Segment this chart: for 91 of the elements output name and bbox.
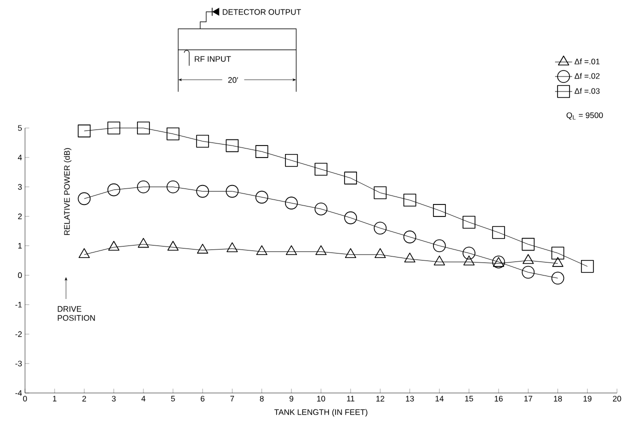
y-tick-label: 1 (18, 243, 22, 249)
point (403, 230, 416, 244)
point (315, 245, 327, 256)
point (314, 162, 328, 176)
text: DETECTOR OUTPUT (222, 9, 301, 15)
x-tick-label: 19 (584, 396, 592, 402)
point (196, 184, 210, 198)
point (107, 183, 120, 196)
point (492, 226, 505, 239)
point (137, 122, 150, 134)
x-tick-label: 17 (524, 396, 532, 402)
text: RF INPUT (194, 56, 231, 62)
point (166, 180, 180, 194)
x-tick-label: 6 (200, 396, 204, 402)
annotation: DRIVE POSITION (58, 306, 95, 321)
x-tick-label: 16 (494, 396, 503, 402)
point (226, 184, 239, 198)
y-tick-label: 0 (18, 272, 22, 278)
point (226, 139, 239, 152)
point (196, 134, 210, 148)
point (167, 240, 179, 251)
point (552, 257, 564, 267)
point (551, 246, 564, 260)
y-tick-label: 4 (18, 154, 22, 160)
point (226, 242, 238, 252)
point (522, 254, 534, 264)
x-tick-label: 18 (554, 396, 562, 402)
point (314, 202, 328, 216)
x-tick-label: 9 (290, 396, 294, 402)
x-axis-title: TANK LENGTH (IN FEET) (274, 409, 368, 417)
point (286, 245, 297, 256)
x-tick-label: 8 (260, 396, 264, 402)
x-tick-label: 4 (141, 396, 146, 402)
point (374, 248, 386, 258)
y-tick-label: -4 (15, 390, 22, 396)
x-tick-label: 20 (612, 396, 622, 402)
y-tick-label: 3 (18, 184, 22, 190)
point (78, 192, 91, 206)
point (285, 154, 298, 167)
point (580, 260, 594, 273)
x-tick-label: 1 (52, 396, 56, 402)
point (462, 246, 476, 260)
point (107, 122, 120, 134)
point (462, 216, 476, 229)
point (197, 244, 208, 254)
point (522, 238, 535, 251)
point (345, 248, 356, 258)
legend-label: Δf =.03 (574, 88, 600, 94)
point (344, 211, 357, 224)
x-tick-label: 10 (317, 396, 326, 402)
y-tick-label: 5 (18, 125, 22, 131)
point (255, 190, 268, 204)
point (432, 204, 446, 217)
point (432, 239, 446, 252)
point (78, 248, 90, 258)
y-tick-label: -1 (15, 302, 22, 308)
x-tick-label: 5 (171, 396, 175, 402)
point (255, 145, 268, 158)
x-tick-label: 12 (376, 396, 384, 402)
x-tick-label: 7 (230, 396, 234, 402)
text: 20′ (228, 77, 238, 83)
y-tick-label: -3 (15, 360, 22, 366)
y-tick-label: 2 (18, 214, 22, 220)
point (256, 245, 268, 256)
point (403, 194, 416, 207)
point (522, 266, 535, 279)
point (108, 240, 120, 251)
text: Q$_{L}$ = 9500 (566, 112, 603, 120)
point (463, 256, 475, 266)
point (285, 196, 298, 210)
point (374, 222, 387, 235)
point (404, 252, 416, 262)
legend-label: Δf =.01 (574, 58, 600, 64)
point (138, 238, 149, 248)
x-tick-label: 15 (465, 396, 474, 402)
legend-label: Δf =.02 (574, 73, 600, 79)
y-axis-title: RELATIVE POWER (dB) (64, 148, 72, 235)
x-tick-label: 0 (23, 396, 27, 402)
y-tick-label: -2 (15, 331, 22, 337)
point (137, 180, 150, 194)
point (166, 127, 180, 140)
point (344, 172, 357, 184)
x-tick-label: 2 (82, 396, 86, 402)
point (551, 272, 564, 285)
x-tick-label: 14 (436, 396, 444, 402)
point (78, 124, 91, 138)
x-tick-label: 11 (347, 396, 354, 402)
point (434, 256, 445, 266)
x-tick-label: 3 (112, 396, 116, 402)
point (374, 186, 387, 200)
x-tick-label: 13 (406, 396, 414, 402)
